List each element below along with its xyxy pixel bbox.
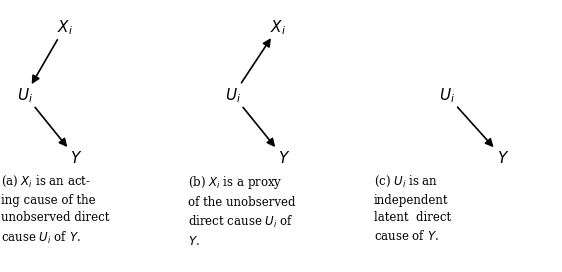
Text: (b) $X_i$ is a proxy
of the unobserved
direct cause $U_i$ of
$Y$.: (b) $X_i$ is a proxy of the unobserved d… [188,174,296,248]
Text: $U_i$: $U_i$ [225,86,241,104]
Text: $X_i$: $X_i$ [57,18,72,36]
Text: $U_i$: $U_i$ [439,86,455,104]
Text: $Y$: $Y$ [70,150,82,166]
Text: (c) $U_i$ is an
independent
latent  direct
cause of $Y$.: (c) $U_i$ is an independent latent direc… [374,174,451,243]
Text: (a) $X_i$ is an act-
ing cause of the
unobserved direct
cause $U_i$ of $Y$.: (a) $X_i$ is an act- ing cause of the un… [1,174,110,246]
Text: $Y$: $Y$ [278,150,290,166]
Text: $Y$: $Y$ [497,150,509,166]
Text: $U_i$: $U_i$ [17,86,33,104]
Text: $X_i$: $X_i$ [270,18,286,36]
